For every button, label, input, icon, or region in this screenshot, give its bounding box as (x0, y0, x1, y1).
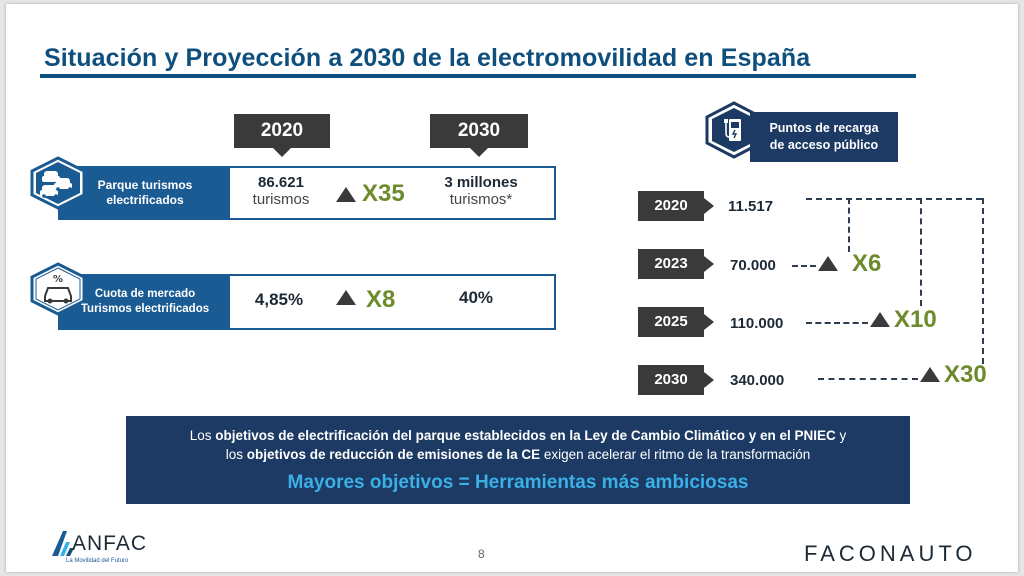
cuota-2030-value: 40% (458, 288, 494, 307)
dash-2025 (806, 322, 868, 324)
connector-x6 (848, 198, 850, 252)
row-parque-label: Parque turismos electrificados (60, 168, 230, 218)
connector-x30 (982, 198, 984, 364)
connector-top (806, 198, 982, 200)
recarga-year-2023: 2023 (638, 249, 714, 279)
connector-x10 (920, 198, 922, 306)
parque-2030: 3 millones turismos* (426, 174, 536, 208)
triangle-up-icon (336, 187, 356, 202)
recarga-title: Puntos de recarga de acceso público (750, 112, 898, 162)
charging-station-icon (704, 101, 764, 159)
dash-2023 (792, 265, 816, 267)
recarga-multiplier-x10: X10 (894, 306, 937, 333)
triangle-up-icon (818, 256, 838, 271)
recarga-year-2030: 2030 (638, 365, 714, 395)
car-percent-icon: % (30, 262, 86, 316)
year-tag-2020: 2020 (234, 114, 330, 157)
recarga-title-line2: de acceso público (769, 138, 879, 152)
cuota-2020-value: 4,85% (254, 290, 304, 309)
triangle-up-icon (870, 312, 890, 327)
summary-banner: Los objetivos de electrificación del par… (126, 416, 910, 504)
anfac-tagline: La Movilidad del Futuro (66, 558, 129, 564)
recarga-value-2030: 340.000 (730, 372, 785, 389)
recarga-value-2023: 70.000 (730, 257, 776, 274)
banner-line2: los objetivos de reducción de emisiones … (225, 447, 811, 462)
year-tag-2030: 2030 (430, 114, 528, 157)
recarga-value-2025: 110.000 (730, 315, 784, 332)
parque-2030-value: 3 millones (444, 174, 518, 191)
faconauto-logo: FACONAUTO (804, 541, 977, 566)
banner-headline: Mayores objetivos = Herramientas más amb… (287, 472, 749, 493)
banner-line1: Los objetivos de electrificación del par… (189, 428, 847, 443)
recarga-multiplier-x6: X6 (852, 250, 882, 277)
dash-2030 (818, 378, 918, 380)
cuota-multiplier: X8 (366, 286, 396, 313)
triangle-up-icon (920, 367, 940, 382)
page-title: Situación y Proyección a 2030 de la elec… (44, 44, 811, 72)
parque-2020: 86.621 turismos (236, 174, 326, 208)
slide: Situación y Proyección a 2030 de la elec… (6, 4, 1018, 572)
page-number: 8 (478, 547, 485, 561)
title-underline (40, 74, 916, 78)
triangle-up-icon (336, 290, 356, 305)
row-cuota-label: Cuota de mercado Turismos electrificados (60, 276, 230, 328)
parque-2020-value: 86.621 (258, 174, 304, 191)
anfac-logo-icon (52, 531, 74, 556)
parque-2030-unit: turismos* (449, 191, 513, 208)
anfac-logo-text: ANFAC (72, 532, 148, 555)
recarga-year-2025: 2025 (638, 307, 714, 337)
recarga-title-line1: Puntos de recarga (769, 121, 879, 135)
row-cuota-label-text: Cuota de mercado Turismos electrificados (80, 288, 210, 315)
cars-icon (30, 156, 86, 210)
recarga-year-2020: 2020 (638, 191, 714, 221)
row-parque-label-text: Parque turismos electrificados (97, 178, 193, 207)
recarga-multiplier-x30: X30 (944, 361, 987, 388)
recarga-value-2020: 11.517 (728, 198, 774, 215)
svg-text:%: % (53, 274, 63, 285)
parque-multiplier: X35 (362, 180, 405, 207)
parque-2020-unit: turismos (252, 191, 310, 208)
